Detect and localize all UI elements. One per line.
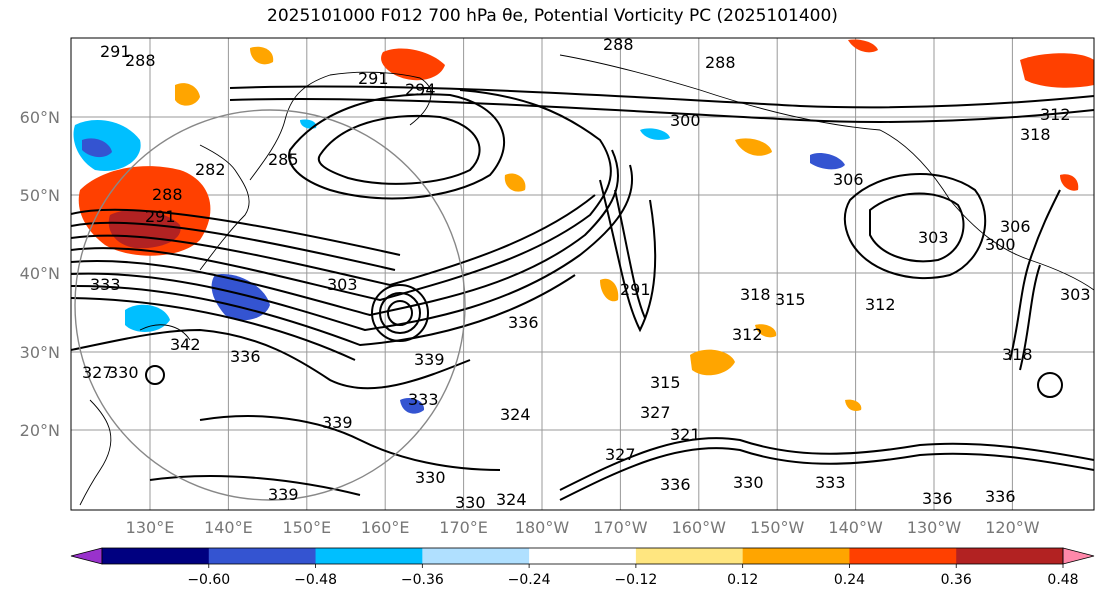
lon-label: 130°W	[907, 518, 962, 537]
colorbar-tick-label: −0.12	[614, 572, 657, 588]
map-border	[70, 37, 1095, 511]
contour-label: 306	[1000, 217, 1031, 236]
lat-label: 40°N	[20, 264, 60, 283]
contour-label: 324	[500, 405, 531, 424]
contour-label: 327	[82, 363, 113, 382]
lon-label: 120°W	[985, 518, 1040, 537]
colorbar-segment	[956, 548, 1064, 564]
contour-label: 339	[322, 413, 353, 432]
latitude-labels: 60°N 50°N 40°N 30°N 20°N	[20, 108, 60, 440]
contour-label: 291	[100, 42, 131, 61]
lon-label: 140°E	[204, 518, 253, 537]
contour-label: 333	[815, 473, 846, 492]
colorbar-segment	[529, 548, 637, 564]
contour-label: 339	[268, 485, 299, 504]
contour-label: 336	[660, 475, 691, 494]
contour-label: 303	[327, 275, 358, 294]
contour-label: 336	[230, 347, 261, 366]
lon-label: 150°E	[282, 518, 331, 537]
contour-label: 288	[125, 51, 156, 70]
map-gridlines	[71, 38, 1094, 510]
contour-label: 303	[918, 228, 949, 247]
reference-circle	[74, 109, 466, 501]
lon-label: 170°W	[593, 518, 648, 537]
colorbar-tick-label: −0.24	[508, 572, 551, 588]
contour-label: 333	[90, 275, 121, 294]
contour-label: 285	[268, 150, 299, 169]
contour-label: 291	[358, 69, 389, 88]
colorbar-tick-label: −0.60	[187, 572, 230, 588]
contour-label: 333	[408, 390, 439, 409]
contour-label: 327	[640, 403, 671, 422]
contour-label: 321	[670, 425, 701, 444]
lon-label: 180°W	[515, 518, 570, 537]
lat-label: 50°N	[20, 186, 60, 205]
lon-label: 160°W	[672, 518, 727, 537]
contour-label: 288	[705, 53, 736, 72]
contour-label: 315	[650, 373, 681, 392]
lon-label: 130°E	[126, 518, 175, 537]
lat-label: 30°N	[20, 343, 60, 362]
colorbar-segment	[315, 548, 423, 564]
contour-label: 282	[195, 160, 226, 179]
lon-label: 160°E	[361, 518, 410, 537]
colorbar-tick-label: −0.48	[294, 572, 337, 588]
contour-label: 291	[620, 280, 651, 299]
theta-e-contours	[71, 85, 1094, 501]
contour-label: 291	[145, 207, 176, 226]
colorbar-tick-label: 0.24	[834, 572, 865, 588]
contour-label: 315	[775, 290, 806, 309]
colorbar-outline	[101, 547, 1064, 565]
contour-label: 336	[508, 313, 539, 332]
contour-label: 288	[152, 185, 183, 204]
colorbar-tick-label: 0.12	[727, 572, 758, 588]
contour-label: 330	[455, 493, 486, 512]
colorbar-extend-low	[70, 547, 103, 565]
contour-label: 336	[922, 489, 953, 508]
colorbar-segment	[849, 548, 957, 564]
lat-label: 60°N	[20, 108, 60, 127]
contour-label: 330	[108, 363, 139, 382]
colorbar-extend-high	[1062, 547, 1095, 565]
colorbar-tick-label: −0.36	[401, 572, 444, 588]
longitude-labels: 130°E 140°E 150°E 160°E 170°E 180°W 170°W 160°W…	[126, 518, 1040, 537]
contour-label: 342	[170, 335, 201, 354]
contour-label: 339	[414, 350, 445, 369]
contour-label: 330	[733, 473, 764, 492]
colorbar-segment	[422, 548, 530, 564]
colorbar-segment	[635, 548, 744, 564]
map-title: 2025101000 F012 700 hPa θe, Potential Vo…	[267, 6, 838, 26]
contour-labels: 291 288 288 288 291 294 282 285 288 291 …	[82, 35, 1091, 512]
contour-label: 336	[985, 487, 1016, 506]
contour-label: 318	[740, 285, 771, 304]
contour-label: 312	[732, 325, 763, 344]
lon-label: 150°W	[750, 518, 805, 537]
lon-label: 140°W	[828, 518, 883, 537]
contour-label: 303	[1060, 285, 1091, 304]
lon-label: 170°E	[439, 518, 488, 537]
contour-label: 288	[603, 35, 634, 54]
contour-label: 294	[405, 80, 436, 99]
contour-label: 312	[1040, 105, 1071, 124]
lat-label: 20°N	[20, 421, 60, 440]
colorbar	[70, 547, 1095, 568]
contour-label: 318	[1002, 345, 1033, 364]
contour-label: 312	[865, 295, 896, 314]
colorbar-segment	[742, 548, 850, 564]
contour-label: 324	[496, 490, 527, 509]
colorbar-segment	[208, 548, 317, 564]
contour-label: 306	[833, 170, 864, 189]
contour-label: 327	[605, 445, 636, 464]
colorbar-segment	[102, 548, 210, 564]
colorbar-tick-label: 0.36	[941, 572, 972, 588]
contour-label: 330	[415, 468, 446, 487]
contour-label: 300	[985, 235, 1016, 254]
contour-label: 300	[670, 111, 701, 130]
contour-label: 318	[1020, 125, 1051, 144]
colorbar-labels: −0.60 −0.48 −0.36 −0.24 −0.12 0.12 0.24 0.36 0.4…	[187, 572, 1078, 588]
colorbar-tick-label: 0.48	[1047, 572, 1078, 588]
